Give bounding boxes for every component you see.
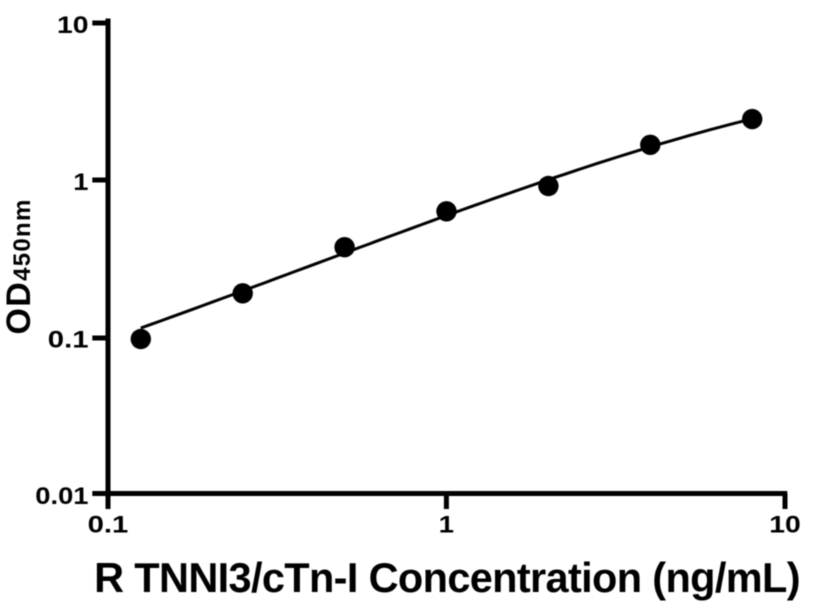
svg-text:0.1: 0.1 [88,511,129,538]
svg-text:0.01: 0.01 [35,483,88,509]
svg-text:10: 10 [57,11,88,38]
svg-text:1: 1 [73,169,88,195]
svg-text:R TNNI3/cTn-I Concentration (n: R TNNI3/cTn-I Concentration (ng/mL) [94,554,800,601]
svg-text:1: 1 [439,512,454,538]
svg-text:0.1: 0.1 [48,326,89,353]
svg-text:10: 10 [769,511,800,538]
svg-text:OD450nm: OD450nm [0,198,38,334]
